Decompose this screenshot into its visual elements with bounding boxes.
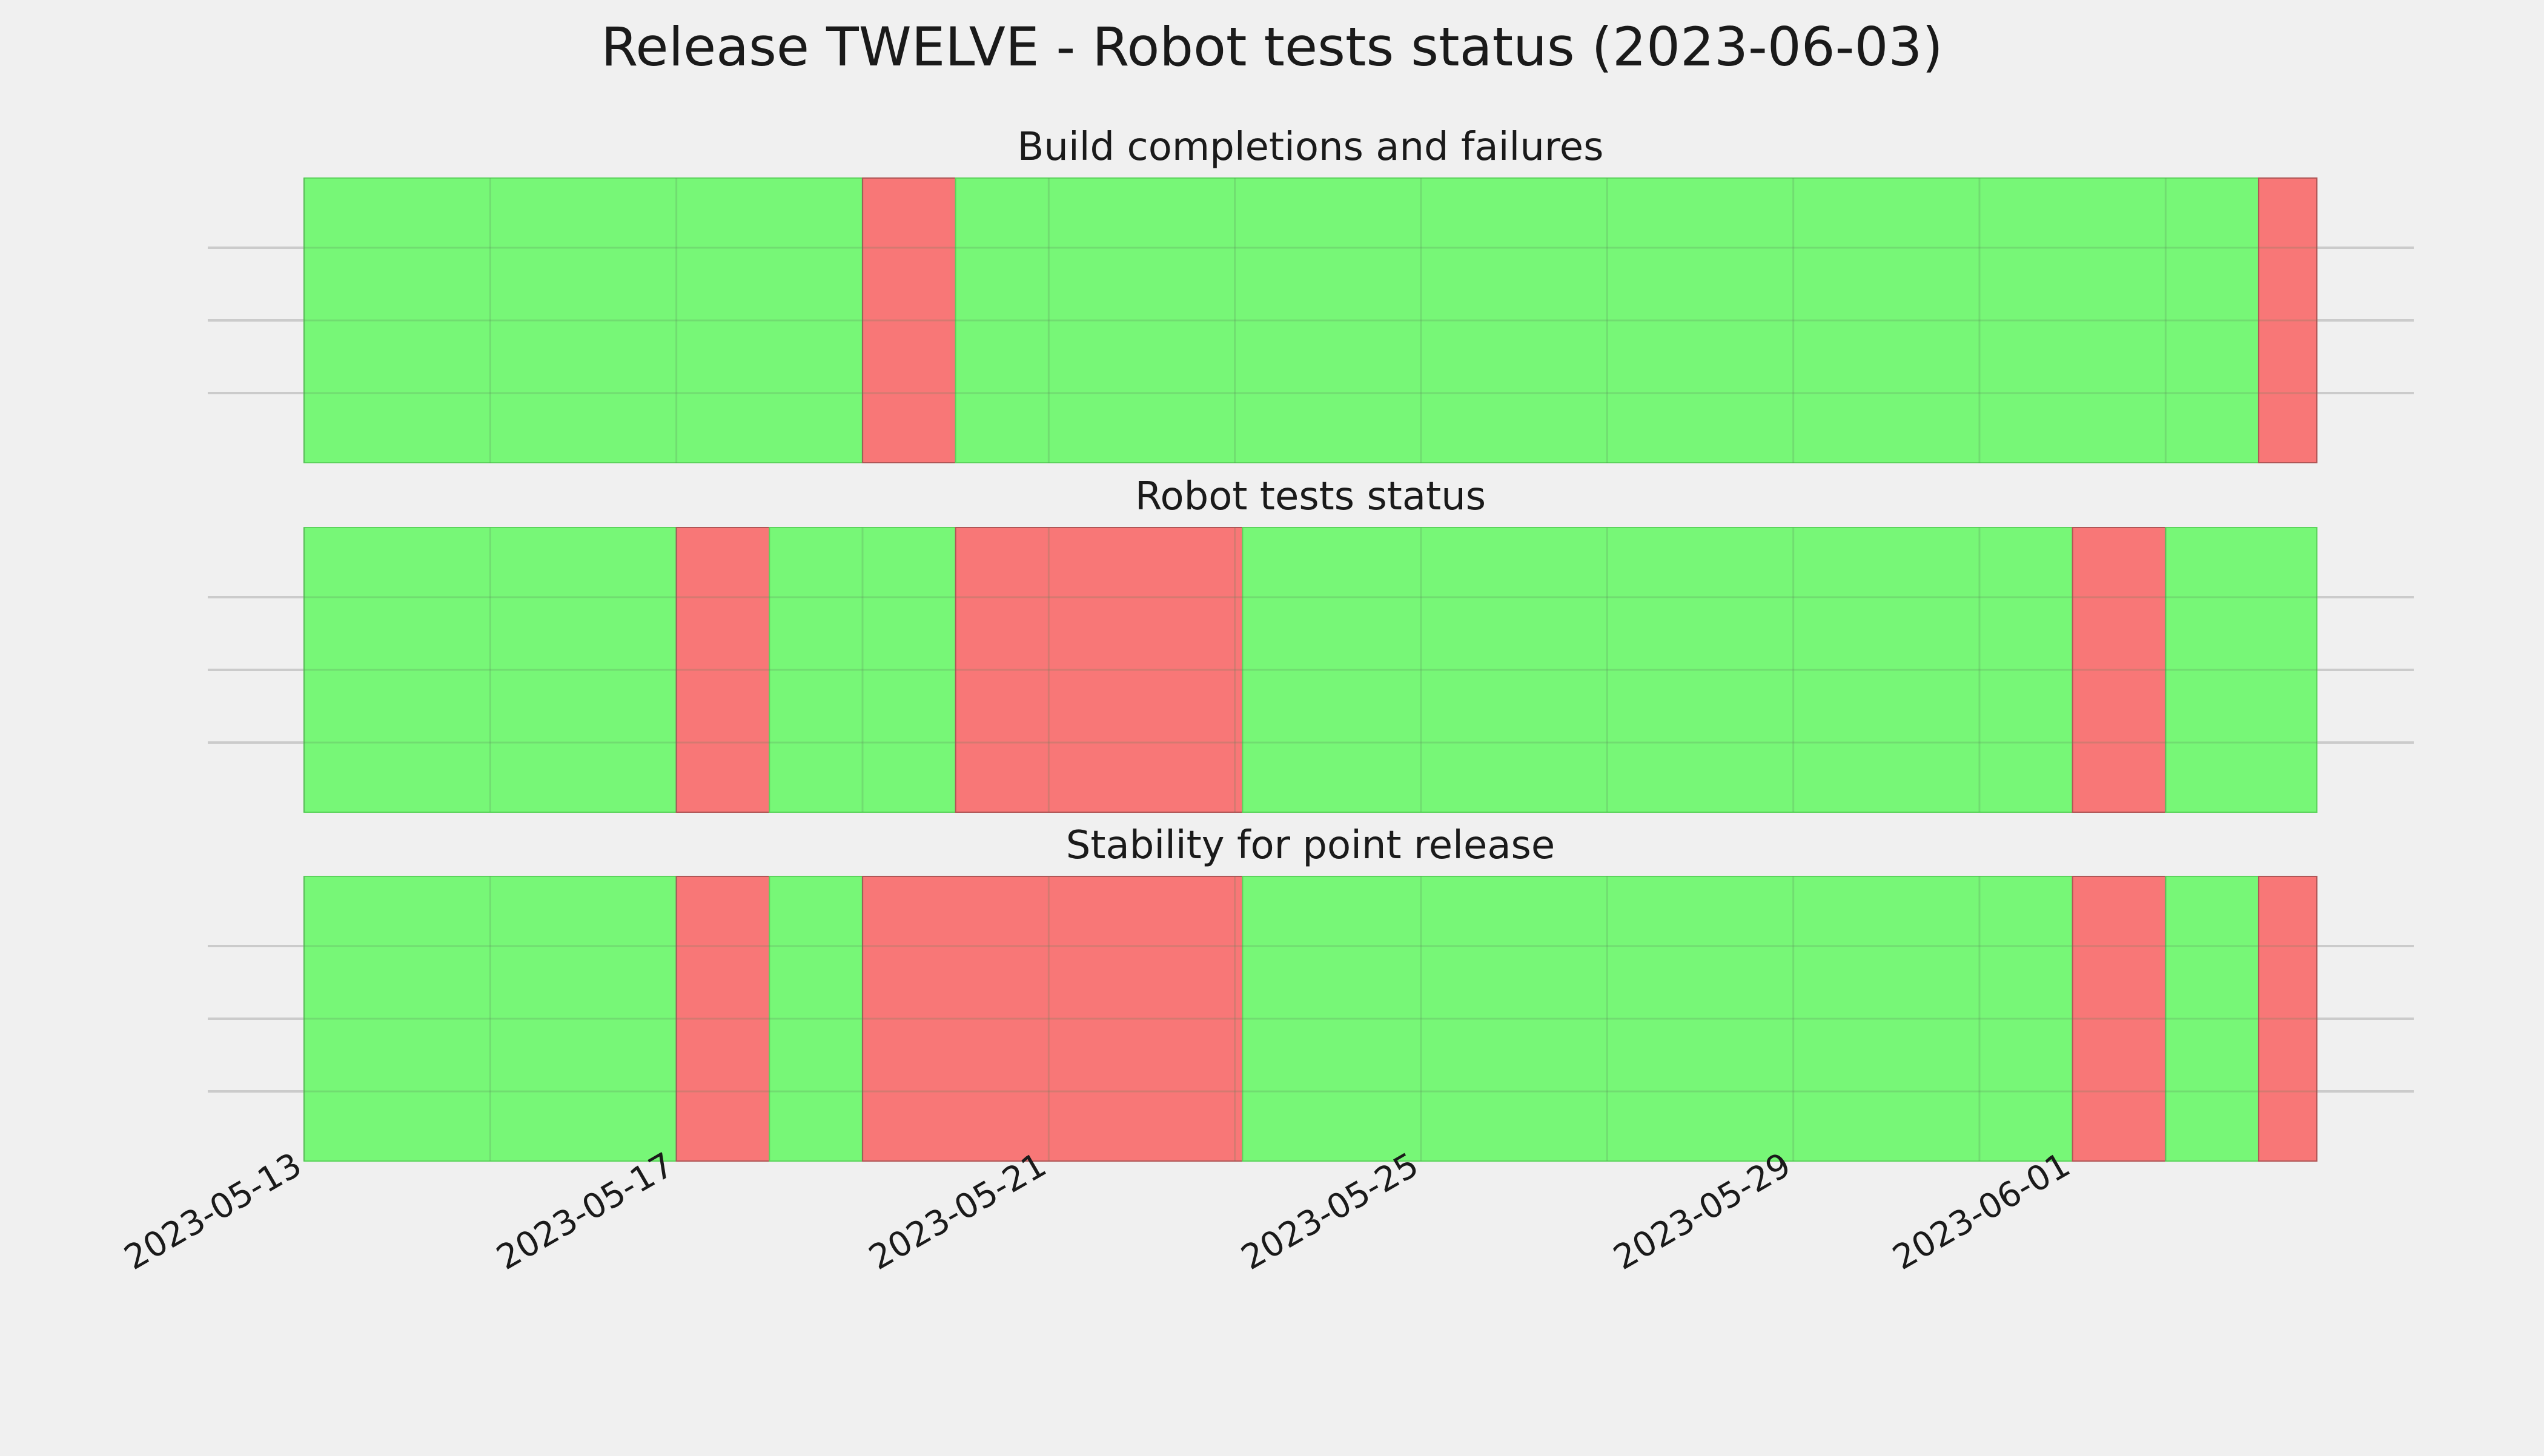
segment-pass bbox=[303, 876, 677, 1162]
x-tick-label: 2023-05-13 bbox=[118, 1145, 308, 1278]
segment-pass bbox=[1242, 527, 2073, 813]
panel-2: Robot tests status bbox=[208, 474, 2414, 813]
segment-fail bbox=[675, 876, 770, 1162]
segment-fail bbox=[675, 527, 770, 813]
segment-pass bbox=[2165, 876, 2259, 1162]
x-tick-label: 2023-05-29 bbox=[1607, 1145, 1797, 1278]
segment-fail bbox=[2257, 876, 2317, 1162]
segment-fail bbox=[2257, 177, 2317, 463]
segment-fail bbox=[861, 177, 956, 463]
x-axis: 2023-05-13 2023-05-17 2023-05-21 2023-05-25… bbox=[118, 1145, 2077, 1278]
segment-pass bbox=[303, 527, 677, 813]
panel-title: Robot tests status bbox=[1135, 474, 1486, 519]
segment-fail bbox=[2072, 876, 2167, 1162]
panel-3: Stability for point release bbox=[208, 823, 2414, 1162]
segment-fail bbox=[955, 527, 1244, 813]
segment-pass bbox=[955, 177, 2259, 463]
chart-title: Release TWELVE - Robot tests status (202… bbox=[601, 16, 1943, 78]
x-tick-label: 2023-05-21 bbox=[863, 1145, 1053, 1278]
panel-title: Build completions and failures bbox=[1018, 125, 1604, 170]
x-tick-label: 2023-05-17 bbox=[490, 1145, 680, 1278]
panel-title: Stability for point release bbox=[1066, 823, 1555, 868]
x-tick-label: 2023-05-25 bbox=[1235, 1145, 1425, 1278]
x-tick-label: 2023-06-01 bbox=[1886, 1145, 2076, 1278]
panel-1: Build completions and failures bbox=[208, 125, 2414, 463]
segment-pass bbox=[2165, 527, 2317, 813]
segment-fail bbox=[861, 876, 1244, 1162]
segment-pass bbox=[303, 177, 863, 463]
segment-pass bbox=[1242, 876, 2073, 1162]
segment-pass bbox=[769, 876, 863, 1162]
panels-layer: Build completions and failures Robot test… bbox=[208, 125, 2414, 1162]
segment-fail bbox=[2072, 527, 2167, 813]
segment-pass bbox=[769, 527, 956, 813]
